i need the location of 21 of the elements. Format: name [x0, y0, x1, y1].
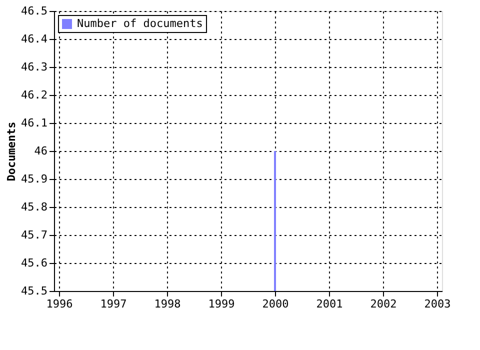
y-tick-label: 45.7: [21, 228, 48, 242]
y-tick-label: 46.2: [21, 88, 48, 102]
y-tick-label: 46.3: [21, 60, 48, 74]
y-tick-label: 45.6: [21, 256, 48, 270]
y-tick-label: 45.8: [21, 200, 48, 214]
y-tick-label: 45.9: [21, 172, 48, 186]
y-tick-label: 46.5: [21, 4, 48, 18]
y-tick-label: 46.4: [21, 32, 48, 46]
x-tick-label: 1999: [208, 298, 235, 310]
x-tick-label: 2003: [424, 298, 451, 310]
legend-label: Number of documents: [77, 17, 203, 30]
x-tick-label: 1997: [100, 298, 127, 310]
x-tick-label: 1996: [46, 298, 73, 310]
x-tick-label: 1998: [154, 298, 181, 310]
y-tick-label: 45.5: [21, 284, 48, 298]
x-tick-label: 2000: [262, 298, 289, 310]
x-tick-label: 2001: [316, 298, 343, 310]
x-tick-label: 2002: [370, 298, 397, 310]
y-tick-label: 46: [34, 144, 48, 158]
y-axis-title: Documents: [5, 122, 18, 182]
y-tick-label: 46.1: [21, 116, 48, 130]
